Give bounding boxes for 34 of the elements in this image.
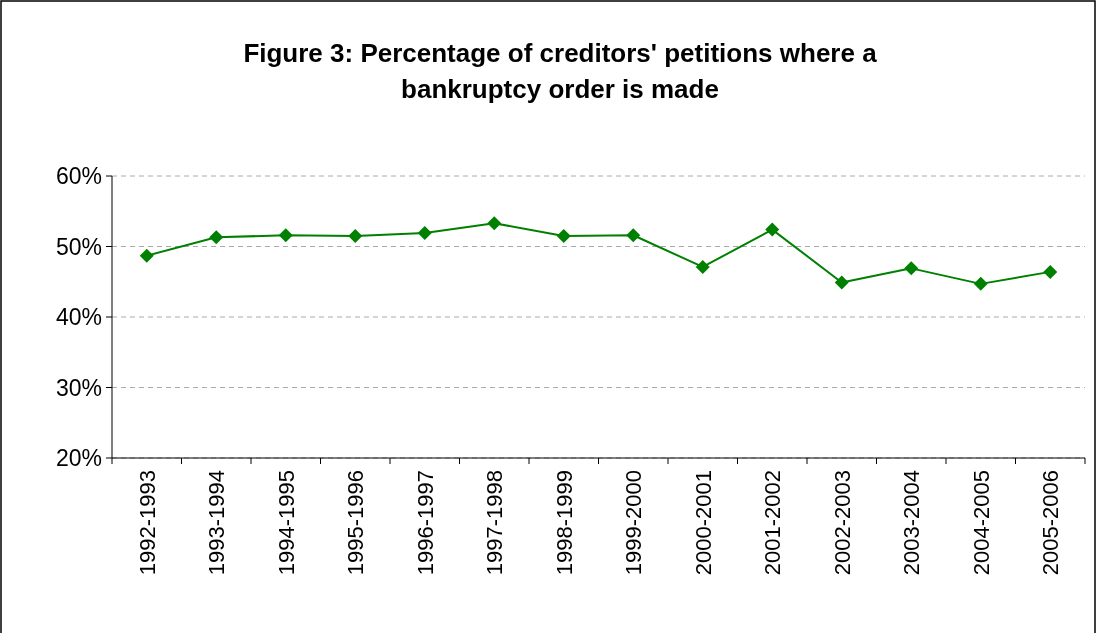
x-tick-label: 2000-2001: [690, 470, 716, 576]
y-tick-label: 30%: [55, 374, 102, 401]
x-tick-label: 1994-1995: [273, 470, 299, 576]
point: [139, 248, 154, 263]
x-tick-label: 2005-2006: [1038, 470, 1064, 576]
point: [278, 228, 293, 243]
point: [834, 275, 849, 290]
x-tick-label: 1997-1998: [482, 470, 508, 576]
x-tick-label: 1995-1996: [343, 470, 369, 576]
x-tick-label: 1996-1997: [412, 470, 438, 576]
point: [973, 276, 988, 291]
x-tick-label: 1998-1999: [551, 470, 577, 576]
point: [904, 261, 919, 276]
point: [695, 259, 710, 274]
point: [1043, 264, 1058, 279]
point: [348, 228, 363, 243]
point: [487, 216, 502, 231]
x-tick-label: 2001-2002: [760, 470, 786, 576]
y-tick-label: 40%: [55, 304, 102, 331]
x-tick-label: 1999-2000: [621, 470, 647, 576]
point: [556, 228, 571, 243]
x-tick-label: 2003-2004: [899, 470, 925, 576]
x-tick-label: 1992-1993: [134, 470, 160, 576]
y-tick-label: 50%: [55, 233, 102, 260]
point: [765, 222, 780, 237]
y-tick-label: 20%: [55, 445, 102, 472]
point: [626, 228, 641, 243]
point: [209, 230, 224, 245]
y-tick-label: 60%: [55, 163, 102, 190]
x-tick-label: 2002-2003: [829, 470, 855, 576]
chart-title: Figure 3: Percentage of creditors' petitions where a bankruptcy order is made: [243, 38, 878, 104]
x-tick-label: 1993-1994: [204, 470, 230, 576]
point: [417, 226, 432, 241]
x-tick-label: 2004-2005: [968, 470, 994, 576]
